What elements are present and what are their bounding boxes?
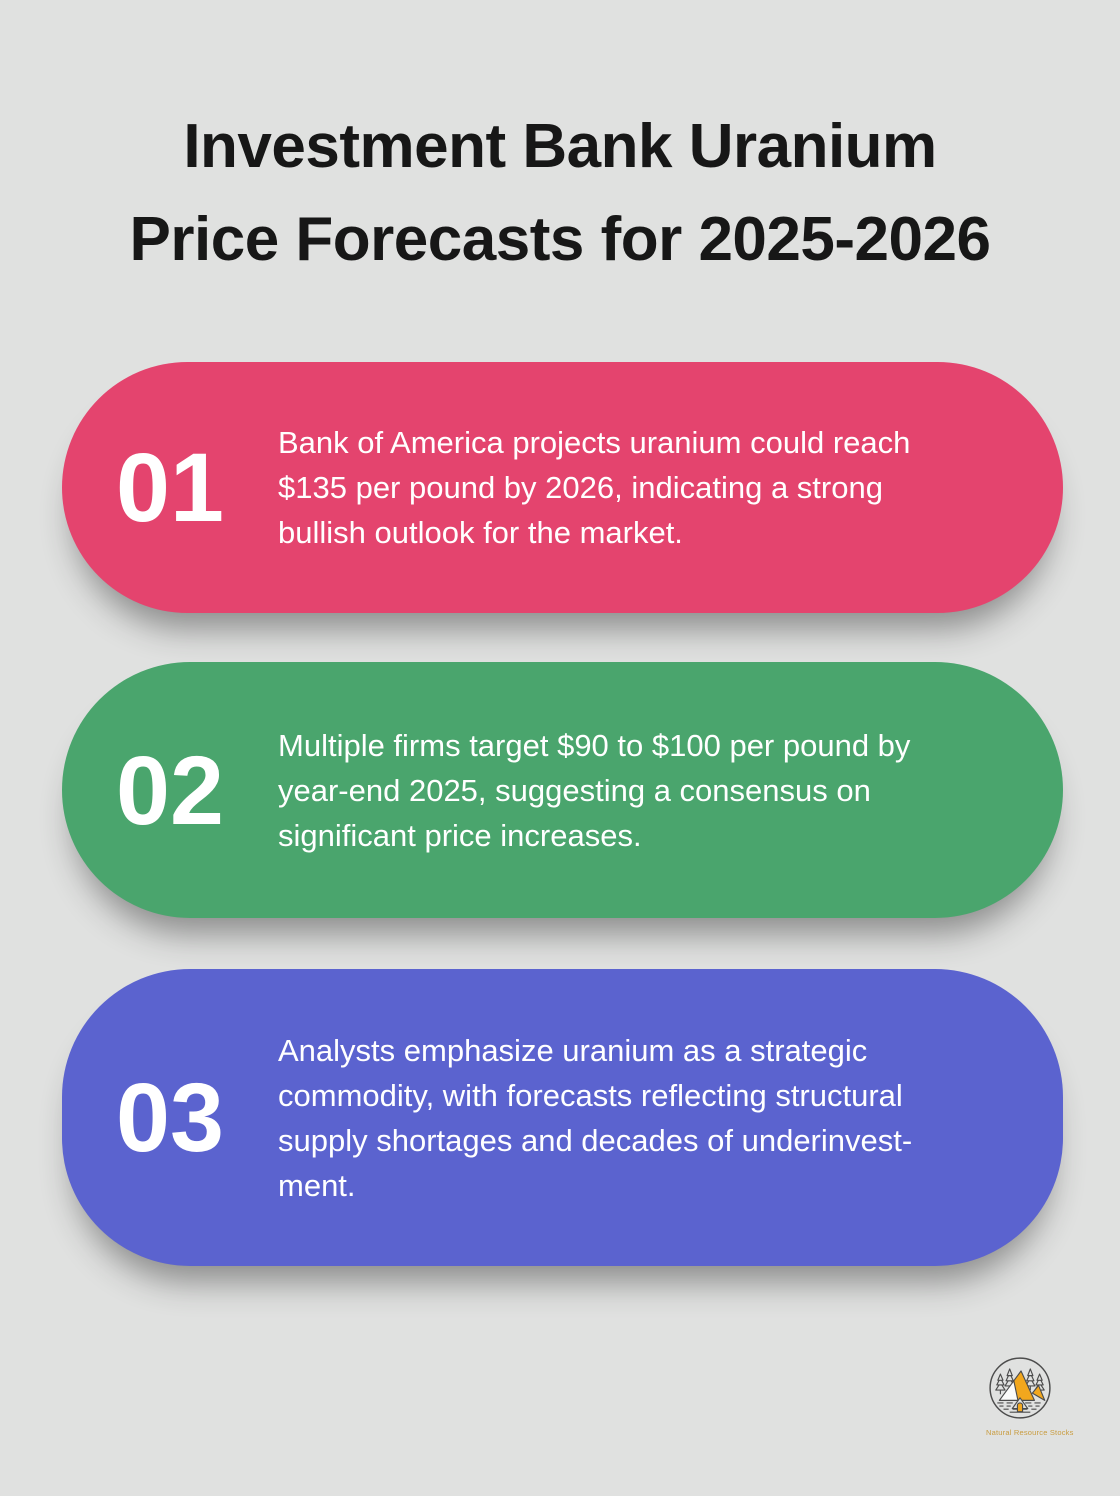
card-text-line: Analysts emphasize uranium as a strategi… <box>278 1032 868 1068</box>
pine-tree-icon <box>1025 1368 1036 1391</box>
card-01-text: Bank of America projects uranium could r… <box>278 420 1063 555</box>
card-03-text: Analysts emphasize uranium as a strategi… <box>278 1028 1063 1208</box>
tent-icon <box>1011 1397 1029 1413</box>
natural-resource-stocks-logo: Natural Resource Stocks <box>986 1355 1074 1437</box>
card-text-line: Multiple firms target $90 to $100 per po… <box>278 727 911 763</box>
card-02-text: Multiple firms target $90 to $100 per po… <box>278 723 1063 858</box>
card-03: 03 Analysts emphasize uranium as a strat… <box>62 969 1063 1266</box>
card-text-line: commodity, with forecasts reflecting str… <box>278 1077 903 1113</box>
card-02-number: 02 <box>116 735 224 845</box>
mountain-forest-logo-icon <box>989 1357 1051 1419</box>
page-title-line-1: Investment Bank Uranium <box>183 112 937 181</box>
logo-caption: Natural Resource Stocks <box>986 1428 1074 1437</box>
card-text-line: $135 per pound by 2026, indicating a str… <box>278 470 883 505</box>
card-text-line: year-end 2025, suggesting a consensus on <box>278 772 871 808</box>
card-text-line: supply shortages and decades of underinv… <box>278 1122 913 1158</box>
card-01-number: 01 <box>116 433 224 542</box>
card-01: 01 Bank of America projects uranium coul… <box>62 362 1063 613</box>
pine-tree-icon <box>995 1373 1006 1395</box>
mountains-icon <box>998 1370 1046 1401</box>
page-title-line-2: Price Forecasts for 2025-2026 <box>129 205 991 274</box>
card-02: 02 Multiple firms target $90 to $100 per… <box>62 662 1063 918</box>
card-text-line: Bank of America projects uranium could r… <box>278 425 911 460</box>
card-text-line: bullish outlook for the market. <box>278 515 683 550</box>
page-title: Investment Bank Uranium Price Forecasts … <box>0 100 1120 286</box>
card-03-number: 03 <box>116 1063 224 1172</box>
card-text-line: significant price increases. <box>278 817 642 853</box>
card-text-line: ment. <box>278 1167 356 1203</box>
